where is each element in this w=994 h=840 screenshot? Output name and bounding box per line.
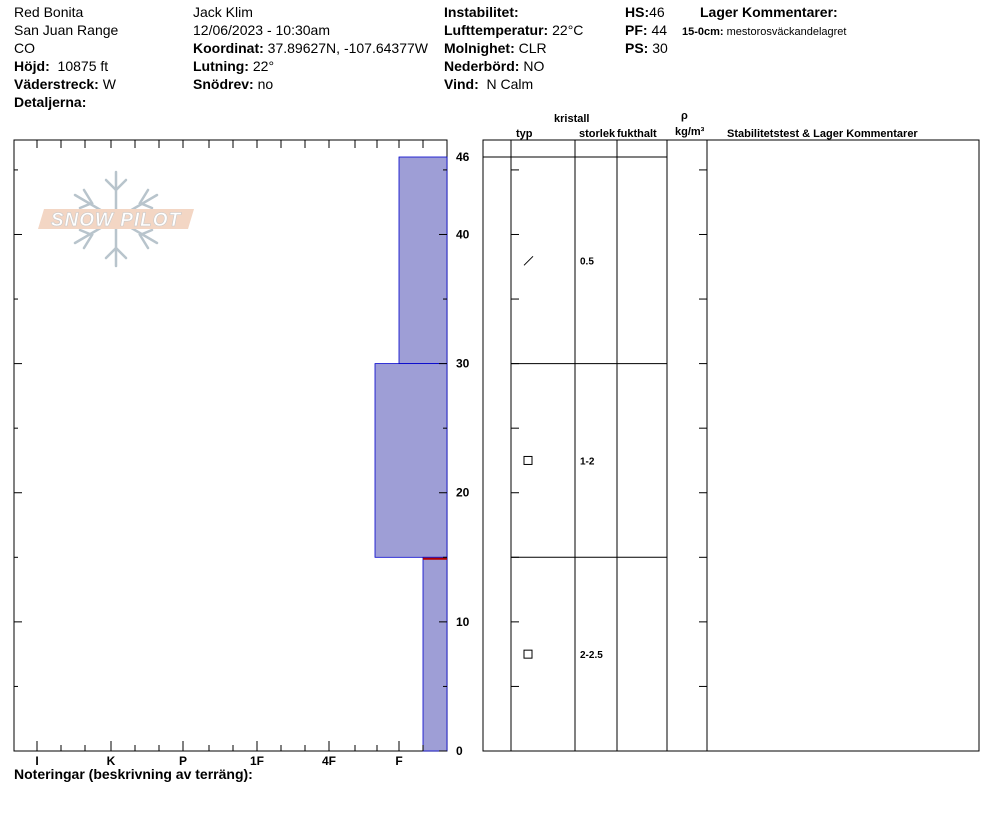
air-temperature: Lufttemperatur: 22°C <box>444 22 583 38</box>
crystal-size-value: 2-2.5 <box>580 650 603 661</box>
wind-loading-label: Snödrev: <box>193 76 254 92</box>
coordinate-value: 37.89627N, -107.64377W <box>267 40 428 56</box>
wind-loading-value: no <box>257 76 274 92</box>
precip-value: NO <box>523 58 545 74</box>
ps-label: PS: <box>625 40 649 56</box>
crystal-size-value: 1-2 <box>580 456 595 467</box>
datetime: 12/06/2023 - 10:30am <box>193 22 330 38</box>
snowpilot-logo: SNOW PILOT <box>38 209 194 231</box>
layer-comments-title: Lager Kommentarer: <box>700 4 838 20</box>
faceted-crystal-icon <box>523 455 533 465</box>
penetration-ski: PS: 30 <box>625 40 668 56</box>
air-temp-label: Lufttemperatur: <box>444 22 549 38</box>
depth-tick-label: 0 <box>456 744 463 758</box>
depth-tick-label: 40 <box>456 227 470 241</box>
precipitation-particle-icon <box>523 255 534 266</box>
slope-label: Lutning: <box>193 58 249 74</box>
coordinate: Koordinat: 37.89627N, -107.64377W <box>193 40 428 56</box>
wind-value: N Calm <box>486 76 534 92</box>
snowflake-icon <box>73 170 159 268</box>
location-name: Red Bonita <box>14 4 84 20</box>
aspect-value: W <box>102 76 116 92</box>
slope: Lutning: 22° <box>193 58 274 74</box>
air-temp-value: 22°C <box>552 22 584 38</box>
slope-value: 22° <box>252 58 275 74</box>
coordinate-label: Koordinat: <box>193 40 264 56</box>
penetration-foot: PF: 44 <box>625 22 667 38</box>
layer-comment: 15-0cm: mestorosväckandelagret <box>682 24 846 40</box>
aspect-label: Väderstreck: <box>14 76 99 92</box>
layer-comment-text: mestorosväckandelagret <box>726 26 847 38</box>
layer-comment-range: 15-0cm: <box>682 26 724 38</box>
pf-value: 44 <box>651 22 668 38</box>
depth-tick-label: 10 <box>456 615 470 629</box>
crystal-size-value: 0.5 <box>580 256 594 267</box>
instability-label: Instabilitet: <box>444 4 519 20</box>
hardness-plot-frame <box>13 139 448 752</box>
elevation: Höjd: 10875 ft <box>14 58 108 74</box>
rho-header: ρ <box>681 110 688 122</box>
precip-label: Nederbörd: <box>444 58 520 74</box>
aspect: Väderstreck: W <box>14 76 116 92</box>
moisture-header: fukthalt <box>617 128 657 140</box>
pf-label: PF: <box>625 22 648 38</box>
wind-label: Vind: <box>444 76 479 92</box>
density-unit-header: kg/m³ <box>675 126 705 138</box>
hardness-tick-label: 4F <box>322 754 336 768</box>
hs-value: 46 <box>649 4 665 20</box>
crystal-header: kristall <box>554 113 590 125</box>
depth-tick-label: 30 <box>456 357 470 371</box>
layer-table-frame <box>482 139 980 752</box>
hardness-layer-bar <box>398 156 448 365</box>
stability-header: Stabilitetstest & Lager Kommentarer <box>727 128 918 140</box>
observer: Jack Klim <box>193 4 253 20</box>
footer-notes-label: Noteringar (beskrivning av terräng): <box>14 766 253 782</box>
depth-tick-label: 20 <box>456 486 470 500</box>
details-label: Detaljerna: <box>14 94 87 110</box>
elevation-value: 10875 ft <box>57 58 109 74</box>
faceted-crystal-icon <box>523 649 533 659</box>
elevation-label: Höjd: <box>14 58 50 74</box>
depth-tick-label: 46 <box>456 150 470 164</box>
state: CO <box>14 40 35 56</box>
sky-value: CLR <box>518 40 547 56</box>
precipitation: Nederbörd: NO <box>444 58 544 74</box>
ps-value: 30 <box>652 40 668 56</box>
snow-height: HS:46 <box>625 4 665 20</box>
size-header: storlek <box>579 128 616 140</box>
sky-cover: Molnighet: CLR <box>444 40 547 56</box>
hardness-layer-bar <box>422 556 448 752</box>
hardness-layer-bar <box>374 363 448 558</box>
logo-text: SNOW PILOT <box>51 210 182 231</box>
wind-loading: Snödrev: no <box>193 76 273 92</box>
hs-label: HS: <box>625 4 650 20</box>
sky-label: Molnighet: <box>444 40 515 56</box>
type-header: typ <box>516 128 533 140</box>
hardness-tick-label: F <box>395 754 402 768</box>
mountain-range: San Juan Range <box>14 22 119 38</box>
wind: Vind: N Calm <box>444 76 533 92</box>
